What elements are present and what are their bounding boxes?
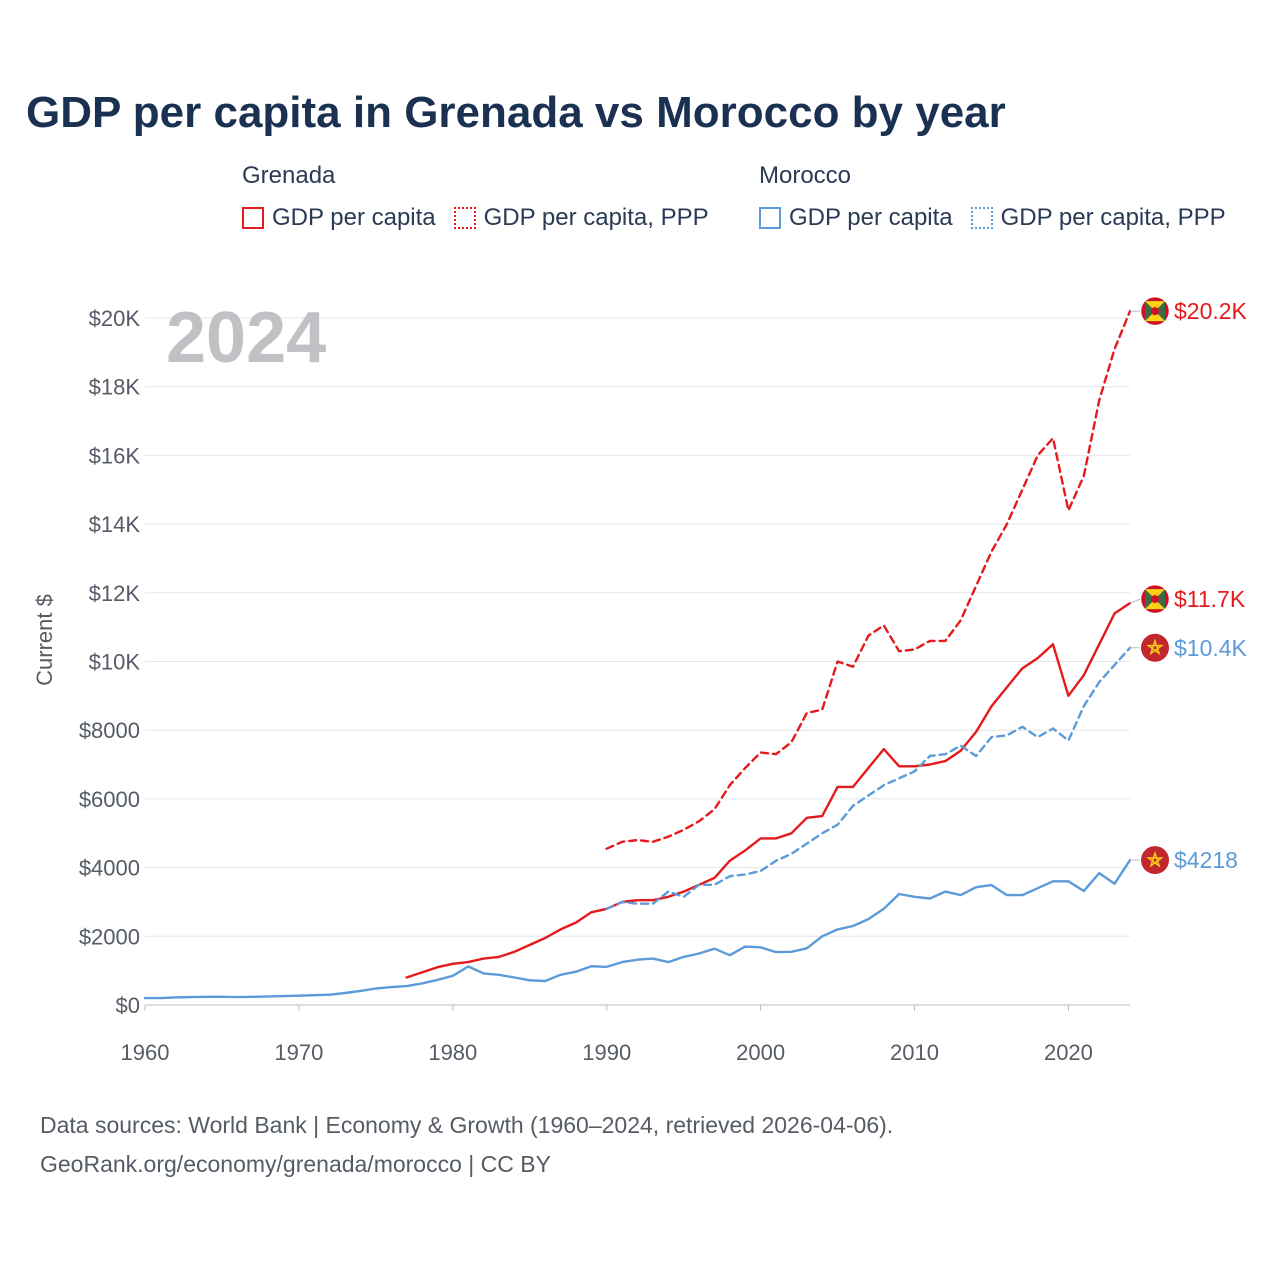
x-tick-label: 1990 (582, 1040, 631, 1065)
year-watermark: 2024 (166, 298, 326, 378)
y-tick-label: $6000 (79, 787, 140, 812)
legend-swatch-dotted-red (453, 207, 476, 229)
y-tick-label: $8000 (79, 718, 140, 743)
legend-item-label: GDP per capita, PPP (1000, 204, 1226, 231)
y-tick-label: $10K (89, 650, 141, 675)
y-tick-label: $4000 (79, 856, 140, 881)
y-tick-label: $18K (89, 375, 141, 400)
y-axis-ticks: $0 $2000 $4000 $6000 $8000 $10K $12K $14K $16K $1… (79, 306, 141, 1018)
source-note: Data sources: World Bank | Economy & Gro… (40, 1106, 893, 1184)
series-line-morocco-gdp-per-capita (143, 858, 1132, 1000)
y-axis-label: Current $ (32, 594, 57, 686)
y-tick-label: $14K (89, 512, 141, 537)
legend-item-morocco-gdp-ppp[interactable]: GDP per capita, PPP (970, 204, 1226, 232)
x-tick-label: 1980 (428, 1040, 477, 1065)
legend-group-name: Morocco (759, 162, 852, 189)
x-tick-label: 1960 (121, 1040, 170, 1065)
legend-item-label: GDP per capita (272, 204, 436, 231)
series-end-label: $11.7K (1174, 586, 1246, 612)
legend-item-label: GDP per capita (789, 204, 953, 231)
series-end-label: $10.4K (1174, 635, 1248, 661)
series-lines (143, 309, 1132, 1000)
legend-item-label: GDP per capita, PPP (483, 204, 709, 231)
series-end-label: $4218 (1174, 847, 1238, 873)
gridlines (145, 317, 1130, 1006)
legend-group-morocco: Morocco GDP per capita GDP per capita, P… (759, 162, 1226, 232)
y-tick-label: $0 (116, 993, 140, 1018)
x-tick-label: 2020 (1044, 1040, 1093, 1065)
y-tick-label: $16K (89, 443, 141, 468)
line-chart: $0 $2000 $4000 $6000 $8000 $10K $12K $14K $16K $1… (32, 296, 1248, 1065)
y-tick-label: $20K (89, 306, 141, 331)
x-tick-label: 1970 (274, 1040, 323, 1065)
series-line-morocco-gdp-per-capita-ppp (605, 646, 1132, 910)
legend-group-name: Grenada (242, 162, 336, 189)
x-tick-label: 2000 (736, 1040, 785, 1065)
end-connector (1129, 598, 1141, 604)
legend-swatch-dotted-blue (970, 207, 993, 229)
legend-item-grenada-gdp-ppp[interactable]: GDP per capita, PPP (453, 204, 709, 232)
series-line-grenada-gdp-per-capita (405, 601, 1132, 979)
series-line-grenada-gdp-per-capita-ppp (605, 309, 1132, 850)
legend-group-grenada: Grenada GDP per capita GDP per capita, P… (242, 162, 709, 232)
series-end-label: $20.2K (1174, 298, 1248, 324)
legend-item-grenada-gdp[interactable]: GDP per capita (242, 204, 436, 232)
morocco-flag-icon (1141, 846, 1169, 875)
grenada-flag-icon (1140, 296, 1170, 326)
grenada-flag-icon (1140, 584, 1170, 614)
legend-swatch-solid-red (242, 207, 264, 229)
x-axis-ticks: 1960 1970 1980 1990 2000 2010 2020 (121, 1005, 1093, 1065)
source-line-1: Data sources: World Bank | Economy & Gro… (40, 1112, 894, 1138)
source-line-2: GeoRank.org/economy/grenada/morocco | CC… (40, 1151, 551, 1177)
legend-swatch-solid-blue (759, 207, 781, 229)
chart-title: GDP per capita in Grenada vs Morocco by … (26, 88, 1006, 137)
legend-item-morocco-gdp[interactable]: GDP per capita (759, 204, 953, 232)
end-markers: $11.7K $20.2K $4218 $10.4K (1129, 296, 1248, 875)
y-tick-label: $2000 (79, 924, 140, 949)
morocco-flag-icon (1141, 633, 1169, 662)
x-tick-label: 2010 (890, 1040, 939, 1065)
y-tick-label: $12K (89, 581, 141, 606)
